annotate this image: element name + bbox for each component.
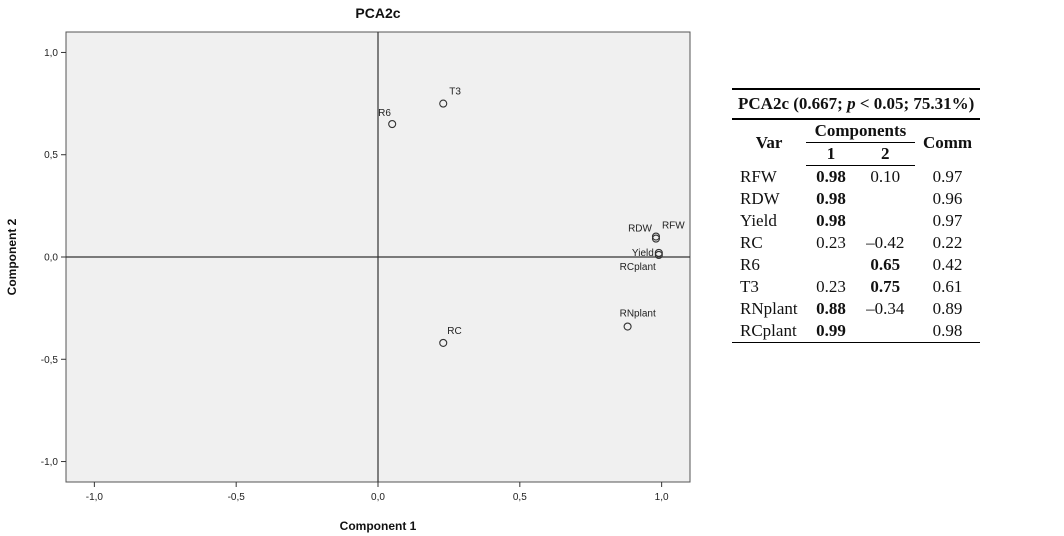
point-label-rc: RC — [447, 326, 461, 337]
table-row: R6 0.65 0.42 — [732, 254, 980, 276]
cell-var: RFW — [740, 166, 777, 186]
y-tick-label: 0,0 — [44, 253, 58, 264]
table-subheader-row: 1 2 — [732, 142, 980, 166]
x-tick-label: 0,5 — [513, 492, 527, 503]
point-rfw — [651, 232, 661, 241]
table-row: Yield 0.98 0.97 — [732, 210, 980, 232]
x-tick-label: -1,0 — [86, 492, 104, 503]
cell-comp2 — [856, 210, 915, 232]
cell-comp1: 0.88 — [816, 299, 846, 318]
table-row: T3 0.23 0.75 0.61 — [732, 276, 980, 298]
cell-comp2: 0.75 — [870, 277, 901, 296]
y-axis-title: Component 2 — [5, 218, 19, 295]
cell-var: Yield — [740, 211, 777, 230]
cell-comm: 0.89 — [932, 299, 963, 318]
cell-var: T3 — [740, 277, 759, 296]
loadings-table: PCA2c (0.667; p < 0.05; 75.31%) Var Comp… — [732, 88, 981, 343]
cell-comp1: 0.98 — [816, 167, 846, 186]
y-tick-label: -0,5 — [41, 355, 59, 366]
cell-comp1: 0.23 — [816, 233, 846, 252]
table-row: RC 0.23 –0.42 0.22 — [732, 232, 980, 254]
header-comm: Comm — [922, 132, 973, 152]
cell-comp2: –0.42 — [866, 233, 905, 252]
x-axis-ticks: -1,0 -0,5 0,0 0,5 1,0 — [86, 482, 669, 503]
cell-comm: 0.22 — [932, 233, 963, 252]
chart-title: PCA2c — [355, 5, 400, 21]
y-tick-label: -1,0 — [41, 457, 59, 468]
table-row: RCplant 0.99 0.98 — [732, 320, 981, 343]
y-tick-label: 1,0 — [44, 48, 58, 59]
point-label-r6: R6 — [378, 108, 391, 119]
header-comp2: 2 — [855, 142, 915, 166]
point-label-rcplant: RCplant — [620, 262, 656, 273]
point-rcplant — [654, 250, 663, 260]
header-components: Components — [814, 121, 907, 140]
point-label-yield: Yield — [632, 248, 654, 259]
x-tick-label: 0,0 — [371, 492, 385, 503]
cell-var: RC — [740, 233, 763, 252]
point-rdw — [651, 234, 661, 243]
cell-comp1: 0.23 — [816, 277, 846, 296]
cell-var: RNplant — [740, 299, 798, 318]
cell-var: RDW — [740, 189, 780, 208]
x-axis-title: Component 1 — [340, 519, 417, 533]
cell-comp2 — [855, 320, 915, 343]
point-yield — [654, 248, 663, 257]
cell-comp1: 0.98 — [816, 189, 846, 208]
cell-comm: 0.96 — [932, 189, 963, 208]
table-body: RFW 0.98 0.10 0.97 RDW 0.98 0.96 Yield 0.98 0.97 R… — [732, 166, 981, 343]
point-rnplant — [623, 322, 632, 331]
header-var: Var — [755, 132, 783, 152]
point-label-rnplant: RNplant — [620, 309, 656, 320]
point-t3 — [439, 99, 448, 108]
cell-comp2: –0.34 — [866, 299, 905, 318]
cell-comm: 0.42 — [932, 255, 963, 274]
y-axis-ticks: 1,0 0,5 0,0 -0,5 -1,0 — [41, 48, 66, 468]
table-caption-row: PCA2c (0.667; p < 0.05; 75.31%) — [732, 88, 981, 120]
table-caption: PCA2c (0.667; p < 0.05; 75.31%) — [732, 88, 981, 120]
cell-comm: 0.97 — [932, 211, 963, 230]
point-label-t3: T3 — [449, 87, 461, 98]
reference-lines — [66, 32, 690, 482]
table-row: RDW 0.98 0.96 — [732, 188, 980, 210]
point-r6 — [388, 119, 397, 129]
cell-comp2: 0.65 — [870, 255, 901, 274]
point-label-rfw: RFW — [662, 221, 685, 232]
table-row: RNplant 0.88 –0.34 0.89 — [732, 298, 980, 320]
cell-comp2: 0.10 — [870, 167, 901, 186]
cell-comm: 0.98 — [914, 320, 981, 343]
table-row: RFW 0.98 0.10 0.97 — [732, 166, 980, 189]
y-tick-label: 0,5 — [44, 150, 58, 161]
cell-comp1: 0.99 — [806, 320, 856, 343]
point-rc — [439, 338, 448, 347]
cell-comm: 0.61 — [932, 277, 963, 296]
cell-comp2 — [856, 188, 915, 210]
cell-comp1: 0.98 — [816, 211, 846, 230]
cell-comm: 0.97 — [932, 166, 963, 186]
point-label-rdw: RDW — [628, 224, 652, 235]
table-header-row: Var Components Comm — [732, 119, 980, 152]
header-comp1: 1 — [806, 142, 856, 166]
x-tick-label: -0,5 — [228, 492, 246, 503]
cell-var: RCplant — [732, 320, 807, 343]
pca-scatter-chart: PCA2c 1,00,50,0-0,5-1,0 -1,0 -0,5 0,0 0,5 1,… — [5, 5, 691, 533]
x-tick-label: 1,0 — [655, 492, 669, 503]
data-points: RFW RDW Yield RCplant RC R6 T3 RNplant — [378, 87, 685, 347]
cell-comp1 — [806, 254, 856, 276]
cell-var: R6 — [740, 255, 760, 274]
